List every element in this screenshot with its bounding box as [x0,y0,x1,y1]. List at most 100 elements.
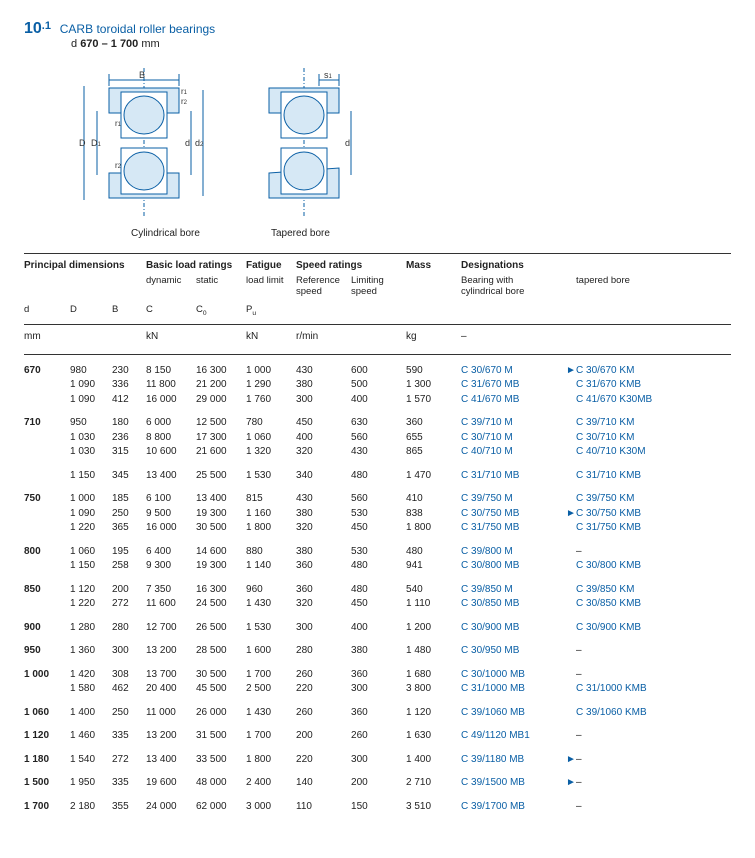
cell-lim: 560 [351,483,406,507]
cell-lim: 400 [351,393,406,408]
cell-d: 800 [24,536,70,560]
cell-C0: 26 000 [196,697,246,721]
table-row: 1 22027211 60024 5001 4303204501 110C 30… [24,597,731,612]
cell-d [24,445,70,460]
designation-cyl-link[interactable]: C 39/1060 MB [461,697,566,721]
designation-tap-link[interactable]: C 31/750 KMB [576,521,731,536]
cell-lim: 150 [351,791,406,815]
cell-B: 258 [112,559,146,574]
cell-ref: 260 [296,659,351,683]
designation-cyl-link[interactable]: C 30/1000 MB [461,659,566,683]
designation-cyl-link[interactable]: C 39/750 M [461,483,566,507]
cell-C: 6 400 [146,536,196,560]
designation-cyl-link[interactable]: C 31/750 MB [461,521,566,536]
cell-C0: 48 000 [196,767,246,791]
designation-cyl-link[interactable]: C 30/900 MB [461,612,566,636]
designation-cyl-link[interactable]: C 40/710 M [461,445,566,460]
cell-ref: 380 [296,378,351,393]
bearing-table: Principal dimensions Basic load ratings … [24,253,731,814]
table-row: 1 1502589 30019 3001 140360480941C 30/80… [24,559,731,574]
designation-tap-link[interactable]: C 31/670 KMB [576,378,731,393]
designation-cyl-link[interactable]: C 41/670 MB [461,393,566,408]
designation-tap-link[interactable]: C 30/900 KMB [576,612,731,636]
cell-d [24,507,70,522]
cell-C: 24 000 [146,791,196,815]
cell-C: 9 300 [146,559,196,574]
designation-tap-link[interactable]: C 39/750 KM [576,483,731,507]
cell-mass: 2 710 [406,767,461,791]
hdr-designations: Designations [461,254,566,275]
cell-D: 1 580 [70,682,112,697]
diagram-label-B: B [139,70,145,80]
designation-tap-link[interactable]: C 39/710 KM [576,407,731,431]
designation-cyl-link[interactable]: C 39/1500 MB [461,767,566,791]
designation-tap-link[interactable]: C 41/670 K30MB [576,393,731,408]
designation-cyl-link[interactable]: C 39/1180 MB [461,744,566,768]
designation-cyl-link[interactable]: C 31/710 MB [461,460,566,484]
page-header: 10.1 CARB toroidal roller bearings d 670… [24,20,731,50]
designation-cyl-link[interactable]: C 39/1700 MB [461,791,566,815]
designation-cyl-link[interactable]: C 49/1120 MB1 [461,720,566,744]
cell-d: 670 [24,354,70,378]
cell-C0: 16 300 [196,354,246,378]
designation-cyl-link[interactable]: C 30/670 M [461,354,566,378]
designation-cyl-link[interactable]: C 31/1000 MB [461,682,566,697]
designation-cyl-link[interactable]: C 30/800 MB [461,559,566,574]
designation-tap-link[interactable]: C 30/670 KM [576,354,731,378]
cell-D: 1 030 [70,431,112,446]
designation-tap-link[interactable]: C 30/850 KMB [576,597,731,612]
cell-d: 1 500 [24,767,70,791]
designation-cyl-link[interactable]: C 30/950 MB [461,635,566,659]
designation-cyl-link[interactable]: C 31/670 MB [461,378,566,393]
designation-tap-link[interactable]: C 40/710 K30M [576,445,731,460]
designation-tap-link[interactable]: C 39/850 KM [576,574,731,598]
cell-Pu: 1 320 [246,445,296,460]
sym-D: D [70,304,112,325]
table-row: 1 22036516 00030 5001 8003204501 800C 31… [24,521,731,536]
designation-tap-link[interactable]: C 30/800 KMB [576,559,731,574]
designation-tap-link[interactable]: C 31/710 KMB [576,460,731,484]
cell-C: 8 150 [146,354,196,378]
diagram-row: B r1 r2 r2 r1 D D1 d d2 s1 d [79,68,731,218]
cell-d: 710 [24,407,70,431]
tapered-bore-diagram: s1 d [249,68,364,218]
designation-cyl-link[interactable]: C 30/750 MB [461,507,566,522]
cell-ref: 430 [296,354,351,378]
cell-mass: 480 [406,536,461,560]
diagram-captions: Cylindrical bore Tapered bore [24,228,731,239]
designation-cyl-link[interactable]: C 39/850 M [461,574,566,598]
designation-cyl-link[interactable]: C 30/710 M [461,431,566,446]
cell-Pu: 1 060 [246,431,296,446]
cell-d [24,431,70,446]
cell-B: 308 [112,659,146,683]
cell-D: 1 060 [70,536,112,560]
cell-D: 1 120 [70,574,112,598]
marker-icon [566,635,576,659]
cell-C0: 28 500 [196,635,246,659]
marker-icon [566,720,576,744]
table-row: 1 15034513 40025 5001 5303404801 470C 31… [24,460,731,484]
cell-mass: 655 [406,431,461,446]
unit-rmin: r/min [296,325,406,355]
designation-cyl-link[interactable]: C 39/800 M [461,536,566,560]
cell-B: 200 [112,574,146,598]
cell-C: 13 200 [146,635,196,659]
cell-ref: 320 [296,521,351,536]
designation-cyl-link[interactable]: C 39/710 M [461,407,566,431]
cell-mass: 3 800 [406,682,461,697]
designation-cyl-link[interactable]: C 30/850 MB [461,597,566,612]
svg-text:D: D [79,138,86,148]
cell-B: 180 [112,407,146,431]
cell-ref: 110 [296,791,351,815]
designation-tap-link[interactable]: C 30/710 KM [576,431,731,446]
table-row: 1 5001 95033519 60048 0002 4001402002 71… [24,767,731,791]
designation-tap-link[interactable]: C 30/750 KMB [576,507,731,522]
marker-icon: ► [566,354,576,378]
cell-Pu: 815 [246,483,296,507]
cell-lim: 200 [351,767,406,791]
designation-tap-link[interactable]: C 31/1000 KMB [576,682,731,697]
table-row: 1 09041216 00029 0001 7603004001 570C 41… [24,393,731,408]
cell-lim: 450 [351,521,406,536]
designation-tap-link[interactable]: C 39/1060 KMB [576,697,731,721]
cell-B: 250 [112,697,146,721]
